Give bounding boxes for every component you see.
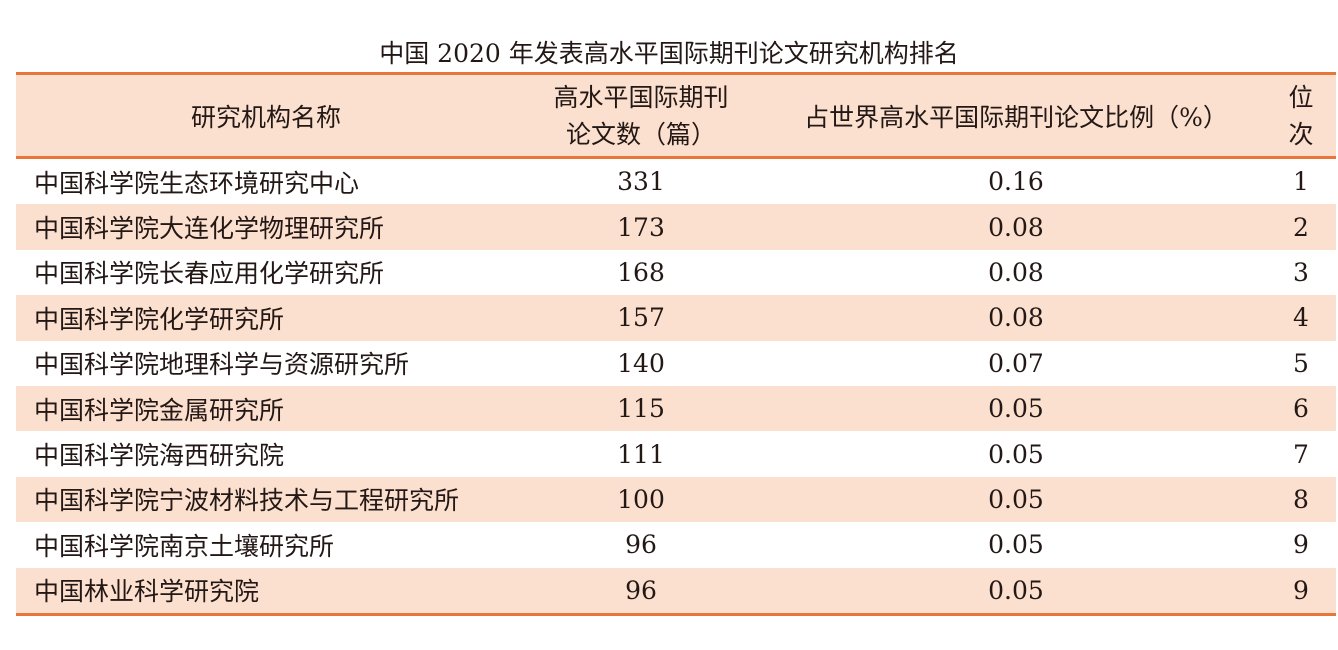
table-row: 中国科学院长春应用化学研究所 168 0.08 3 (16, 250, 1336, 295)
rank: 3 (1293, 257, 1309, 287)
rank: 1 (1293, 167, 1309, 197)
paper-count: 331 (617, 167, 665, 197)
paper-count: 96 (625, 575, 657, 605)
header-paper-count-line2: 论文数（篇） (565, 119, 716, 149)
institution-name: 中国科学院宁波材料技术与工程研究所 (34, 486, 460, 516)
paper-count: 111 (617, 439, 665, 469)
paper-count: 140 (617, 348, 665, 378)
rank: 6 (1293, 394, 1309, 424)
institution-name: 中国科学院化学研究所 (34, 304, 285, 334)
institution-name: 中国科学院地理科学与资源研究所 (34, 350, 410, 380)
paper-count: 100 (617, 484, 665, 514)
paper-count: 168 (617, 257, 665, 287)
rank: 8 (1293, 484, 1309, 514)
header-institution-name: 研究机构名称 (190, 102, 341, 132)
table-row: 中国科学院生态环境研究中心 331 0.16 1 (16, 159, 1336, 204)
world-share: 0.08 (988, 303, 1044, 333)
institution-name: 中国科学院生态环境研究中心 (34, 168, 360, 198)
paper-count: 157 (617, 303, 665, 333)
paper-count: 115 (617, 394, 665, 424)
institution-name: 中国林业科学研究院 (34, 577, 260, 607)
world-share: 0.07 (988, 348, 1044, 378)
table-row: 中国科学院宁波材料技术与工程研究所 100 0.05 8 (16, 476, 1336, 523)
paper-count: 96 (625, 530, 657, 560)
world-share: 0.05 (988, 439, 1044, 469)
table-row: 中国科学院南京土壤研究所 96 0.05 9 (16, 522, 1336, 567)
header-rank: 位 次 (1266, 79, 1336, 153)
header-paper-count: 高水平国际期刊 论文数（篇） (516, 79, 766, 153)
header-rank-line2: 次 (1288, 119, 1314, 149)
table-header: 研究机构名称 高水平国际期刊 论文数（篇） 占世界高水平国际期刊论文比例（%） … (16, 72, 1336, 159)
table-row: 中国科学院大连化学物理研究所 173 0.08 2 (16, 204, 1336, 250)
paper-count: 173 (617, 212, 665, 242)
header-paper-count-line1: 高水平国际期刊 (553, 82, 729, 112)
institution-name: 中国科学院金属研究所 (34, 395, 285, 425)
institution-name: 中国科学院长春应用化学研究所 (34, 259, 385, 289)
world-share: 0.05 (988, 394, 1044, 424)
world-share: 0.05 (988, 484, 1044, 514)
world-share: 0.05 (988, 530, 1044, 560)
rank: 5 (1293, 348, 1309, 378)
world-share: 0.05 (988, 575, 1044, 605)
world-share: 0.08 (988, 212, 1044, 242)
rank: 2 (1293, 212, 1309, 242)
table-row: 中国科学院海西研究院 111 0.05 7 (16, 431, 1336, 476)
table-row: 中国林业科学研究院 96 0.05 9 (16, 567, 1336, 616)
table-title: 中国 2020 年发表高水平国际期刊论文研究机构排名 (379, 39, 959, 68)
rank: 7 (1293, 439, 1309, 469)
institution-name: 中国科学院大连化学物理研究所 (34, 214, 385, 244)
institution-name: 中国科学院海西研究院 (34, 441, 285, 471)
table-row: 中国科学院地理科学与资源研究所 140 0.07 5 (16, 341, 1336, 386)
header-rank-line1: 位 (1288, 82, 1314, 112)
ranking-table: 研究机构名称 高水平国际期刊 论文数（篇） 占世界高水平国际期刊论文比例（%） … (16, 72, 1336, 616)
rank: 9 (1293, 575, 1309, 605)
world-share: 0.16 (988, 167, 1044, 197)
rank: 4 (1293, 303, 1309, 333)
table-row: 中国科学院金属研究所 115 0.05 6 (16, 385, 1336, 432)
rank: 9 (1293, 530, 1309, 560)
world-share: 0.08 (988, 257, 1044, 287)
institution-name: 中国科学院南京土壤研究所 (34, 531, 335, 561)
table-row: 中国科学院化学研究所 157 0.08 4 (16, 295, 1336, 341)
header-world-share: 占世界高水平国际期刊论文比例（%） (804, 102, 1228, 132)
